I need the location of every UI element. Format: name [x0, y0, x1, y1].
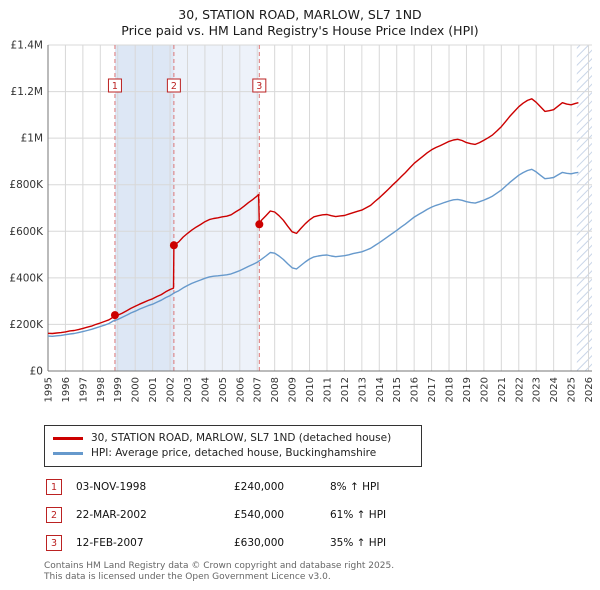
- price-chart: £0 £200K £400K £600K £800K £1M £1.2M £1.4M 1995 1…: [9, 40, 595, 403]
- x-tick-label: 2024: [549, 377, 560, 402]
- series-line: [47, 98, 579, 335]
- chart-legend: 30, STATION ROAD, MARLOW, SL7 1ND (detac…: [44, 425, 422, 467]
- transaction-number-badge: 3: [46, 535, 62, 551]
- x-tick-label: 2005: [218, 377, 229, 402]
- y-tick-label: £1.2M: [11, 86, 43, 98]
- x-tick-label: 2017: [427, 377, 438, 402]
- sale-point-dot[interactable]: [110, 311, 119, 320]
- x-tick-label: 1998: [96, 377, 107, 402]
- transaction-hpi-delta: 35% ↑ HPI: [330, 537, 387, 549]
- sale-number-label: 3: [256, 81, 262, 92]
- x-tick-label: 1996: [61, 377, 72, 402]
- transaction-price: £240,000: [234, 481, 285, 493]
- transaction-price: £540,000: [234, 509, 285, 521]
- hpi-line-swatch: [53, 452, 83, 455]
- series-line: [47, 168, 579, 337]
- tick-labels: £0 £200K £400K £600K £800K £1M £1.2M £1.4M 1995 1…: [9, 40, 595, 403]
- x-tick-label: 2009: [288, 377, 299, 402]
- sale-number-box[interactable]: [252, 78, 267, 93]
- future-hatch-region: [576, 45, 592, 371]
- transaction-row: 2 22-MAR-2002 £540,000 61% ↑ HPI: [46, 501, 600, 529]
- chart-title-block: 30, STATION ROAD, MARLOW, SL7 1ND Price …: [0, 0, 600, 39]
- x-tick-label: 2012: [340, 377, 351, 402]
- transaction-date: 03-NOV-1998: [76, 481, 147, 493]
- x-tick-label: 2004: [200, 377, 211, 402]
- sale-number-label: 1: [112, 81, 118, 92]
- x-tick-label: 2016: [410, 377, 421, 402]
- transactions-table: 1 03-NOV-1998 £240,000 8% ↑ HPI 2 22-MAR…: [46, 473, 600, 557]
- x-tick-label: 2007: [253, 377, 264, 402]
- y-tick-label: £0: [30, 366, 43, 378]
- sale-number-box[interactable]: [166, 78, 181, 93]
- license-footer: Contains HM Land Registry data © Crown c…: [44, 561, 600, 583]
- transaction-date: 22-MAR-2002: [76, 509, 147, 521]
- x-tick-label: 2019: [462, 377, 473, 402]
- x-tick-label: 2013: [357, 377, 368, 402]
- legend-item-hpi: HPI: Average price, detached house, Buck…: [53, 446, 413, 461]
- footer-line-1: Contains HM Land Registry data © Crown c…: [44, 561, 395, 571]
- x-tick-label: 2026: [584, 377, 595, 402]
- transaction-hpi-delta: 61% ↑ HPI: [330, 509, 387, 521]
- gridlines: [47, 44, 592, 372]
- x-tick-label: 1995: [44, 377, 55, 402]
- x-tick-label: 2006: [235, 377, 246, 402]
- page-subtitle: Price paid vs. HM Land Registry's House …: [121, 23, 479, 38]
- transaction-row: 1 03-NOV-1998 £240,000 8% ↑ HPI: [46, 473, 600, 501]
- x-tick-label: 2021: [497, 377, 508, 402]
- ownership-bands: [114, 45, 592, 371]
- series-lines: [47, 98, 579, 337]
- y-tick-label: £800K: [9, 179, 44, 191]
- legend-item-property: 30, STATION ROAD, MARLOW, SL7 1ND (detac…: [53, 431, 413, 446]
- y-tick-label: £1.4M: [11, 40, 43, 52]
- transaction-hpi-delta: 8% ↑ HPI: [330, 481, 380, 493]
- transaction-row: 3 12-FEB-2007 £630,000 35% ↑ HPI: [46, 529, 600, 557]
- x-tick-label: 2023: [532, 377, 543, 402]
- x-tick-label: 2020: [479, 377, 490, 402]
- sale-point-dot[interactable]: [255, 220, 264, 229]
- y-tick-label: £200K: [9, 319, 44, 331]
- transaction-number-badge: 1: [46, 479, 62, 495]
- sale-point-dot[interactable]: [169, 241, 178, 250]
- x-tick-label: 2025: [567, 377, 578, 402]
- x-tick-label: 2014: [375, 377, 386, 402]
- property-line-swatch: [53, 437, 83, 440]
- transaction-date: 12-FEB-2007: [76, 537, 144, 549]
- transaction-price: £630,000: [234, 537, 285, 549]
- x-tick-label: 2010: [305, 377, 316, 402]
- x-tick-label: 2008: [270, 377, 281, 402]
- sale-markers: 1 2 3: [107, 78, 267, 320]
- x-tick-label: 2002: [166, 377, 177, 402]
- footer-line-2: This data is licensed under the Open Gov…: [44, 572, 331, 582]
- x-tick-label: 2011: [322, 377, 333, 402]
- page-title: 30, STATION ROAD, MARLOW, SL7 1ND: [178, 7, 422, 22]
- x-tick-label: 1999: [113, 377, 124, 402]
- x-tick-label: 2015: [392, 377, 403, 402]
- x-tick-label: 1997: [78, 377, 89, 402]
- y-tick-label: £600K: [9, 226, 44, 238]
- ownership-band: [173, 45, 260, 371]
- sale-number-label: 2: [171, 81, 177, 92]
- x-tick-label: 2018: [445, 377, 456, 402]
- transaction-number-badge: 2: [46, 507, 62, 523]
- ownership-band: [114, 45, 174, 371]
- y-tick-label: £400K: [9, 272, 44, 284]
- sale-number-box[interactable]: [107, 78, 122, 93]
- x-tick-label: 2000: [131, 377, 142, 402]
- x-tick-label: 2001: [148, 377, 159, 402]
- legend-label-property: 30, STATION ROAD, MARLOW, SL7 1ND (detac…: [91, 432, 392, 444]
- legend-label-hpi: HPI: Average price, detached house, Buck…: [91, 447, 377, 459]
- x-tick-label: 2022: [514, 377, 525, 402]
- y-tick-label: £1M: [21, 133, 43, 145]
- x-tick-label: 2003: [183, 377, 194, 402]
